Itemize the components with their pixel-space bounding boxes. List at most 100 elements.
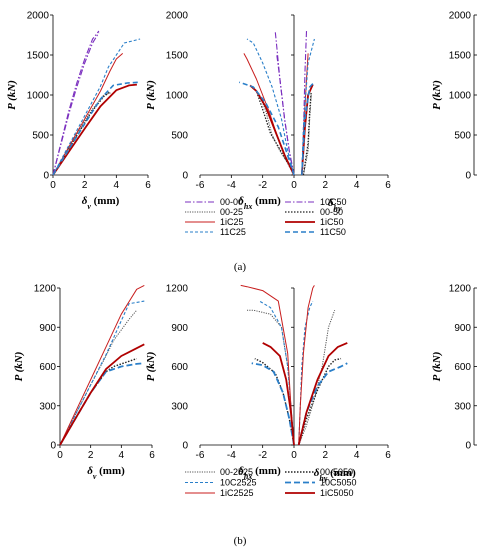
x-tick-label: 0 [291,450,297,461]
y-axis-label: P (kN) [431,80,443,110]
y-axis-label: P (kN) [13,352,25,382]
legend-label: 1iC5050 [320,488,354,498]
y-tick-label: 500 [32,131,49,142]
series-line-1iC5050 [262,342,295,446]
legend-b: 00-2525 00-5050 10C2525 10C5050 1iC2525 1iC50… [185,467,357,498]
series-line-1iC2525 [59,284,145,446]
series-line-10C5050 [297,362,348,446]
y-axis-label: P (kN) [6,80,18,110]
legend-entry: 00-5050 [285,467,353,477]
chart-legends: 00-00 10C50 00-25 00-50 1iC25 1iC50 11C25 11C50… [185,197,357,498]
legend-entry: 1iC5050 [285,488,354,498]
y-tick-label: 1500 [27,51,50,62]
legend-label: 00-5050 [320,467,353,477]
legend-entry: 11C25 [185,227,246,237]
panel-label-a: (a) [234,261,247,273]
legend-entry: 00-2525 [185,467,253,477]
series-line-11C25 [52,38,141,176]
legend-label: 1iC2525 [220,488,254,498]
y-tick-label: 2000 [166,11,189,22]
series-line-1iC2525 [298,285,315,446]
legend-entry: 10C50 [285,197,347,207]
y-tick-label: 1500 [449,51,472,62]
y-tick-label: 2000 [449,11,472,22]
x-tick-label: 2 [82,180,88,191]
series-line-10C50 [276,54,295,176]
y-axis-label: P (kN) [145,352,157,382]
y-tick-label: 0 [50,441,56,452]
series-line-1iC50 [52,83,137,176]
x-tick-label: 6 [149,450,155,461]
x-tick-label: -2 [258,450,267,461]
y-tick-label: 1500 [166,51,189,62]
x-axis-label: δhx (mm) [238,195,281,211]
legend-a: 00-00 10C50 00-25 00-50 1iC25 1iC50 11C25 11C50 [185,197,347,237]
x-tick-label: -2 [258,180,267,191]
x-axis-label-2: δhy (mm) [314,467,356,483]
legend-entry: 1iC50 [285,217,344,227]
series-line-00-5050 [298,357,342,446]
series-line-00-5050 [59,357,137,446]
y-tick-label: 1200 [34,284,57,295]
x-tick-label: -6 [196,450,205,461]
series-line-11C50 [238,81,295,176]
x-tick-label: 4 [119,450,125,461]
y-tick-label: 300 [454,401,471,412]
series-line-1iC5050 [297,342,348,446]
series-line-11C25 [301,38,315,176]
y-tick-label: 2000 [27,11,50,22]
x-tick-label: -6 [196,180,205,191]
series-line-00-50 [302,91,312,176]
series-line-11C50 [301,81,315,176]
series-line-1iC50 [249,84,295,176]
y-tick-label: 0 [465,171,471,182]
x-tick-label: 0 [291,180,297,191]
legend-entry: 00-50 [285,207,343,217]
legend-label: 00-00 [220,197,243,207]
panel-a-left: 0 500 1000 1500 2000 0 2 4 6 P (kN) δv (mm) [6,11,151,211]
series-line-00-00 [52,30,100,176]
legend-label: 00-50 [320,207,343,217]
series-line-11C25 [246,38,295,176]
legend-entry: 11C50 [285,227,346,237]
series-line-10C2525 [59,300,145,446]
x-tick-label: 0 [50,180,56,191]
legend-label: 10C50 [320,197,347,207]
panel-label-b: (b) [234,535,247,547]
x-axis-label: δhx (mm) [238,465,281,481]
x-axis-label-2: δhy [328,197,342,213]
x-tick-label: -4 [227,180,236,191]
y-tick-label: 1000 [449,91,472,102]
y-tick-label: 600 [39,362,56,373]
series-line-00-50 [255,90,295,176]
series-line-00-2525 [59,309,138,446]
y-tick-label: 600 [454,362,471,373]
panel-a-right-axis: 0 500 1000 1500 2000 P (kN) [431,11,477,182]
x-tick-label: 2 [88,450,94,461]
legend-label: 00-2525 [220,467,253,477]
legend-entry: 1iC2525 [185,488,254,498]
legend-label: 1iC50 [320,217,344,227]
y-tick-label: 500 [171,131,188,142]
x-tick-label: 4 [354,180,360,191]
y-tick-label: 600 [171,362,188,373]
x-tick-label: 2 [323,450,329,461]
x-axis-label: δv (mm) [87,465,125,481]
x-tick-label: 6 [145,180,151,191]
series-line-1iC25 [52,53,124,176]
y-tick-label: 900 [454,323,471,334]
series-line-00-25 [52,92,112,176]
panel-b-left: 0 300 600 900 1200 0 2 4 6 P (kN) δv (mm) [13,284,155,481]
y-tick-label: 0 [43,171,49,182]
series-line-10C5050 [251,362,295,446]
legend-entry: 00-25 [185,207,243,217]
y-tick-label: 1000 [166,91,189,102]
x-tick-label: -4 [227,450,236,461]
y-tick-label: 0 [182,171,188,182]
series-line-1iC2525 [240,284,295,446]
panel-a-middle: 0 500 1000 1500 2000 -6 -4 -2 0 2 4 6 P (kN) δhx (mm)… [145,11,391,213]
legend-label: 11C25 [220,227,246,237]
y-tick-label: 500 [454,131,471,142]
